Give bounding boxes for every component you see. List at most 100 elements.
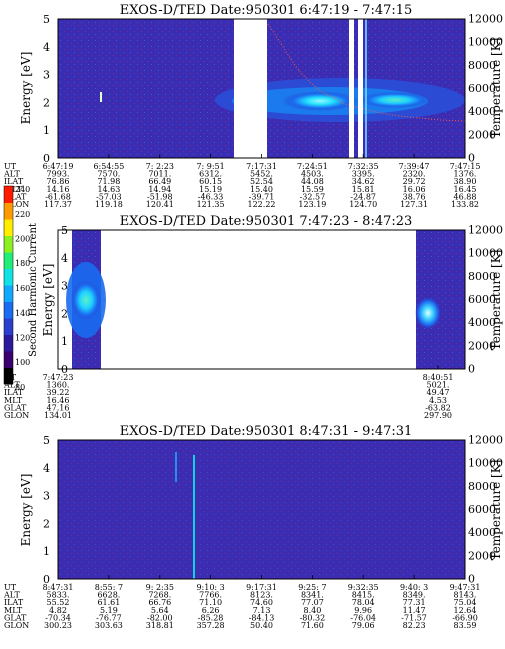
- orbit-row-label: GLAT: [4, 192, 27, 201]
- orbit-row-label: MLT: [4, 185, 23, 194]
- orbit-value: 14.63: [97, 185, 120, 194]
- panel-3-y2tick: 4000: [468, 526, 496, 539]
- orbit-value: 16.06: [403, 185, 426, 194]
- orbit-value: 122.22: [248, 200, 276, 209]
- panel-1-ytick: 2: [43, 96, 50, 109]
- colorbar-swatch: [4, 301, 13, 319]
- orbit-value: 119.18: [95, 200, 123, 209]
- colorbar-swatch: [4, 186, 13, 203]
- panel-1-band-peak-2: [360, 92, 430, 108]
- panel-2-ytick: 2: [61, 307, 68, 320]
- orbit-row-label: UT: [4, 373, 17, 382]
- colorbar-tick: 180: [15, 259, 30, 268]
- colorbar-tick: 120: [15, 334, 30, 343]
- panel-1-data-gap-2: [349, 19, 354, 158]
- panel-1-ytick: 0: [43, 152, 50, 165]
- orbit-value: 29.72: [403, 177, 426, 186]
- orbit-row-label: UT: [4, 162, 17, 171]
- panel-3-y2tick: 6000: [468, 503, 496, 516]
- orbit-value: 2320.: [403, 170, 426, 179]
- orbit-value: -85.28: [198, 613, 224, 622]
- panel-1-ytick: 1: [43, 124, 50, 137]
- orbit-value: 5452.: [250, 170, 273, 179]
- orbit-value: -51.98: [147, 192, 173, 201]
- panel-2: EXOS-D/TED Date:950301 7:47:23 - 8:47:23…: [3, 214, 503, 420]
- orbit-value: 8349.: [403, 591, 426, 600]
- orbit-value: 46.88: [454, 192, 477, 201]
- panel-1-data-gap-3: [358, 19, 363, 158]
- orbit-value: -61.68: [45, 192, 71, 201]
- orbit-value: 39.22: [47, 388, 70, 397]
- orbit-value: 134.01: [44, 411, 72, 420]
- panel-3-y2label: Temperature [K]: [489, 460, 503, 561]
- orbit-value: -63.82: [425, 403, 451, 412]
- ut-tick-label: 9: 2:35: [146, 583, 174, 592]
- orbit-value: 297.90: [424, 411, 452, 420]
- orbit-value: 47.16: [47, 403, 70, 412]
- panel-1-y2tick: 2000: [468, 128, 496, 141]
- colorbar-swatch: [4, 268, 13, 286]
- orbit-value: 71.60: [301, 621, 324, 630]
- orbit-value: 15.81: [352, 185, 375, 194]
- orbit-value: -66.90: [452, 613, 478, 622]
- orbit-value: -82.00: [147, 613, 173, 622]
- colorbar-swatch: [4, 351, 13, 368]
- colorbar-frame: [3, 185, 14, 385]
- colorbar-tick: 220: [15, 210, 30, 219]
- ut-tick-label: 7:17:31: [246, 162, 277, 171]
- orbit-row-label: GLAT: [4, 613, 27, 622]
- orbit-value: 6312.: [199, 170, 222, 179]
- orbit-row-label: MLT: [4, 606, 23, 615]
- orbit-row-label: GLON: [4, 621, 29, 630]
- orbit-value: 15.19: [199, 185, 222, 194]
- panel-3-y2tick: 2000: [468, 549, 496, 562]
- colorbar: 240 220 200 180 160 140 120 100 80 Secon…: [3, 185, 39, 392]
- panel-1-spike: [100, 92, 102, 102]
- colorbar-swatch: [4, 202, 13, 220]
- orbit-value: 74.60: [250, 598, 273, 607]
- panel-2-heatmap: [58, 230, 465, 369]
- orbit-value: 16.46: [47, 396, 70, 405]
- panel-1: EXOS-D/TED Date:950301 6:47:19 - 7:47:15…: [3, 3, 503, 209]
- panel-2-ylabel: Energy [eV]: [41, 264, 55, 337]
- orbit-row-label: ILAT: [4, 388, 24, 397]
- ut-tick-label: 8:47:31: [43, 583, 74, 592]
- orbit-value: 11.47: [403, 606, 426, 615]
- panel-2-y2tick: 0: [468, 363, 475, 376]
- colorbar-bar: [4, 186, 13, 385]
- panel-3-ylabel: Energy [eV]: [19, 474, 33, 547]
- orbit-value: 77.07: [301, 598, 324, 607]
- ut-tick-label: 7: 2:23: [146, 162, 174, 171]
- orbit-value: 123.19: [298, 200, 326, 209]
- panel-2-y2tick: 8000: [468, 270, 496, 283]
- orbit-value: 55.52: [47, 598, 70, 607]
- orbit-value: 7011.: [148, 170, 171, 179]
- orbit-value: -71.57: [401, 613, 427, 622]
- ut-tick-label: 9:10: 3: [196, 583, 224, 592]
- panel-2-ytick: 5: [61, 224, 68, 237]
- orbit-value: 7.13: [253, 606, 271, 615]
- orbit-value: -84.13: [249, 613, 275, 622]
- colorbar-swatch: [4, 367, 13, 385]
- orbit-value: 77.31: [403, 598, 426, 607]
- ut-tick-label: 8:40:51: [423, 373, 454, 382]
- ut-tick-label: 8:55: 7: [95, 583, 123, 592]
- colorbar-swatch: [4, 219, 13, 236]
- ut-tick-label: 9:47:31: [450, 583, 481, 592]
- ut-tick-label: 7:24:51: [297, 162, 328, 171]
- orbit-value: 121.35: [197, 200, 225, 209]
- panel-1-y2label: Temperature [K]: [489, 38, 503, 139]
- colorbar-swatch: [4, 252, 13, 269]
- panel-2-ytick: 1: [61, 335, 68, 348]
- orbit-value: 318.81: [146, 621, 174, 630]
- panel-1-y2tick: 0: [468, 152, 475, 165]
- panel-2-background: [58, 230, 465, 369]
- orbit-value: 9.96: [354, 606, 372, 615]
- panel-2-ytick: 0: [61, 363, 68, 376]
- panel-3-ytick: 3: [43, 490, 50, 503]
- panel-2-y2tick: 2000: [468, 339, 496, 352]
- orbit-value: 5.64: [151, 606, 169, 615]
